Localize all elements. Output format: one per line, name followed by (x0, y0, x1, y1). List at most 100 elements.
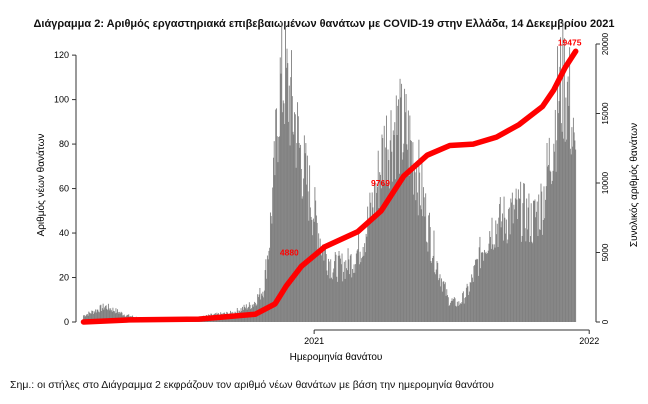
y2-tick-label: 5000 (601, 243, 610, 261)
daily-deaths-bar (300, 144, 302, 322)
daily-deaths-bar (287, 63, 289, 322)
daily-deaths-bar (442, 281, 444, 322)
daily-deaths-bar (116, 312, 118, 322)
daily-deaths-bar (480, 268, 482, 322)
daily-deaths-bar (327, 275, 329, 322)
daily-deaths-bar (107, 303, 109, 322)
daily-deaths-bar (527, 207, 529, 322)
daily-deaths-bar (535, 217, 537, 322)
daily-deaths-bar (309, 207, 311, 322)
daily-deaths-bar (569, 47, 571, 322)
daily-deaths-bar (461, 302, 463, 322)
daily-deaths-bar (109, 310, 111, 322)
daily-deaths-bar (304, 153, 306, 322)
daily-deaths-bar (425, 241, 427, 322)
daily-deaths-bar (452, 300, 454, 322)
daily-deaths-bar (407, 149, 409, 322)
daily-deaths-bar (513, 204, 515, 322)
daily-deaths-bar (295, 167, 297, 322)
daily-deaths-bar (544, 218, 546, 322)
daily-deaths-bar (279, 136, 280, 322)
daily-deaths-bar (416, 164, 418, 322)
daily-deaths-bar (307, 191, 309, 322)
daily-deaths-bar (472, 281, 474, 322)
daily-deaths-bar (337, 255, 339, 322)
daily-deaths-bar (432, 255, 434, 322)
daily-deaths-bar (288, 121, 289, 322)
daily-deaths-bar (486, 253, 488, 322)
daily-deaths-bar (303, 178, 305, 322)
daily-deaths-bar (349, 274, 351, 322)
daily-deaths-bar (108, 308, 110, 322)
daily-deaths-bar (345, 260, 347, 322)
daily-deaths-bar (428, 215, 430, 322)
daily-deaths-bar (306, 184, 308, 322)
daily-deaths-bar (352, 269, 354, 322)
daily-deaths-bar (260, 293, 262, 322)
daily-deaths-bar (309, 165, 311, 322)
daily-deaths-bar (266, 278, 268, 322)
daily-deaths-bar (329, 278, 331, 322)
daily-deaths-bar (419, 205, 421, 322)
daily-deaths-bar (512, 223, 514, 322)
daily-deaths-bar (349, 255, 351, 322)
y-tick-label: 40 (59, 228, 69, 238)
daily-deaths-bar (416, 192, 418, 322)
daily-deaths-bar (92, 314, 94, 322)
covid-deaths-chart: 0 20 40 60 80 100 120 0 5000 10000 15000 20000 2021 2… (35, 20, 640, 363)
daily-deaths-bar (409, 115, 411, 323)
daily-deaths-bar (113, 311, 115, 322)
daily-deaths-bar (373, 180, 375, 322)
daily-deaths-bar (533, 200, 535, 322)
daily-deaths-bar (530, 203, 532, 322)
daily-deaths-bar (373, 219, 375, 322)
daily-deaths-bar (386, 184, 388, 322)
daily-deaths-bar (270, 216, 272, 322)
daily-deaths-bar (114, 313, 116, 322)
daily-deaths-bar (107, 310, 109, 322)
daily-deaths-bar (257, 297, 259, 322)
daily-deaths-bar (475, 259, 477, 322)
daily-deaths-bar (315, 215, 317, 322)
daily-deaths-bar (258, 294, 260, 322)
daily-deaths-bar (550, 171, 552, 322)
daily-deaths-bar (551, 180, 553, 322)
daily-deaths-bar (263, 290, 265, 322)
daily-deaths-bar (423, 197, 425, 322)
daily-deaths-bar (424, 216, 426, 322)
daily-deaths-bar (407, 110, 409, 322)
daily-deaths-bar (499, 203, 500, 322)
daily-deaths-bar (425, 193, 427, 322)
daily-deaths-bar (477, 259, 479, 322)
daily-deaths-bar (471, 274, 473, 322)
daily-deaths-bar (336, 276, 338, 322)
daily-deaths-bar (507, 239, 509, 322)
daily-deaths-bar (526, 198, 528, 322)
daily-deaths-bar (558, 101, 560, 322)
daily-deaths-bar (100, 304, 102, 322)
daily-deaths-bar (395, 95, 397, 322)
daily-deaths-bar (440, 286, 442, 322)
daily-deaths-bar (276, 108, 277, 322)
x-tick-label: 2021 (304, 336, 324, 346)
x-axis-label: Ημερομηνία θανάτου (290, 351, 383, 363)
daily-deaths-bar (458, 301, 460, 322)
daily-deaths-bar (575, 149, 577, 322)
daily-deaths-bar (286, 48, 288, 323)
daily-deaths-bar (98, 311, 100, 322)
daily-deaths-bar (347, 248, 349, 322)
daily-deaths-bar (120, 311, 122, 322)
daily-deaths-bar (428, 212, 430, 322)
daily-deaths-bar (468, 291, 470, 322)
daily-deaths-bar (328, 258, 329, 322)
daily-deaths-bar (418, 139, 420, 322)
daily-deaths-bar (337, 281, 338, 322)
daily-deaths-bar (572, 146, 574, 322)
daily-deaths-bar (532, 243, 534, 322)
daily-deaths-bar (310, 216, 312, 322)
daily-deaths-bar (556, 140, 558, 322)
daily-deaths-bar (89, 313, 91, 322)
daily-deaths-bar (297, 102, 299, 322)
daily-deaths-bar (411, 166, 413, 322)
daily-deaths-bar (485, 251, 487, 322)
